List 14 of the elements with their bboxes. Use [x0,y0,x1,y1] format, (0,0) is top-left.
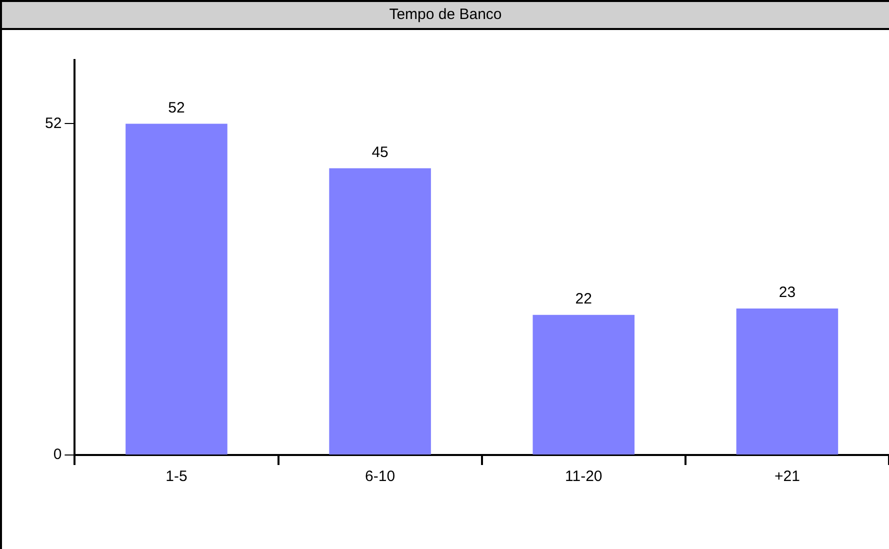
data-label: 23 [778,284,796,302]
x-tick-label: 1-5 [166,468,188,486]
x-tick-label: 11-20 [565,468,602,486]
chart-title: Tempo de Banco [2,2,889,30]
bar [126,124,228,454]
data-label: 22 [575,290,592,308]
x-tick-label: +21 [774,468,800,486]
data-label: 45 [372,144,388,161]
bar [329,168,431,454]
y-tick-label: 0 [53,446,62,464]
x-tick-label: 6-10 [365,468,396,486]
bar [736,308,838,454]
data-label: 52 [168,99,185,116]
bar [532,314,635,454]
